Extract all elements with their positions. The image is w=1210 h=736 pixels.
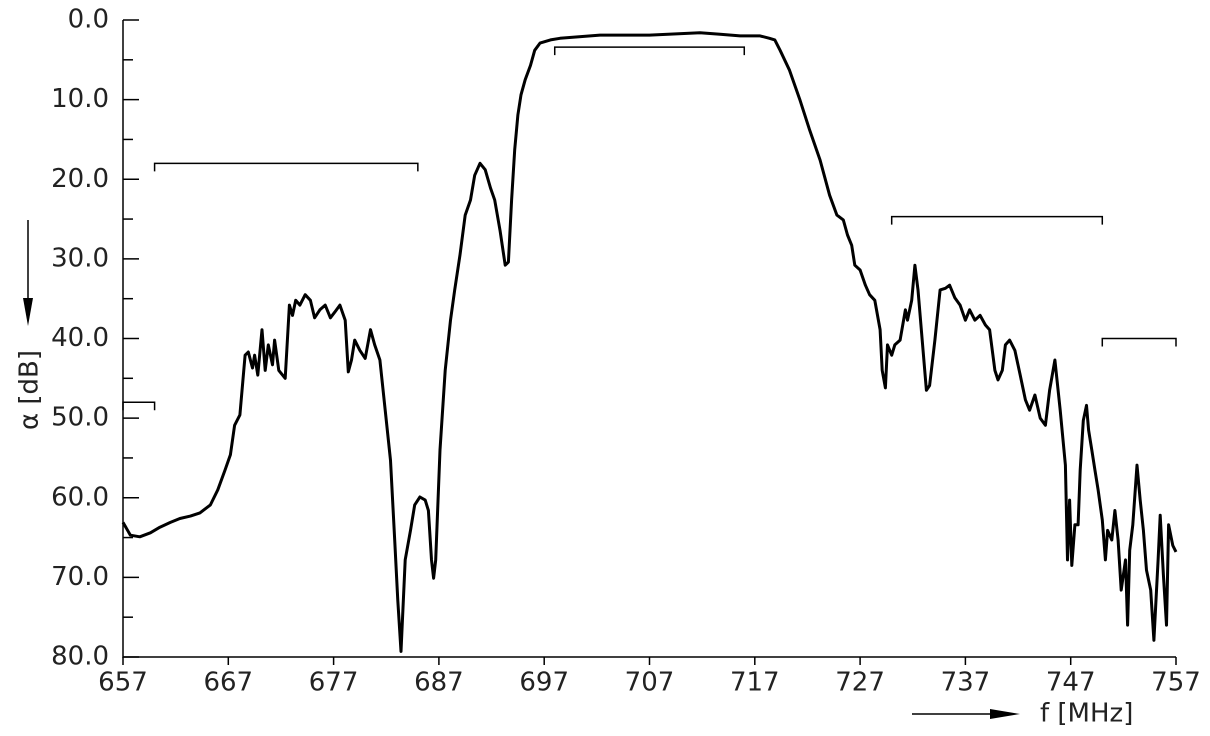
limit-line xyxy=(1101,337,1177,347)
x-axis-arrow xyxy=(912,709,1020,719)
x-tick-label: 707 xyxy=(625,668,675,698)
y-tick-label: 50.0 xyxy=(51,403,109,433)
x-tick-label: 677 xyxy=(309,668,359,698)
response-line xyxy=(121,31,1178,653)
y-tick-label: 60.0 xyxy=(51,482,109,512)
limit-line xyxy=(153,162,419,172)
x-tick-label: 667 xyxy=(203,668,253,698)
limit-line xyxy=(553,46,746,56)
x-tick-label: 747 xyxy=(1046,668,1096,698)
limit-line xyxy=(890,215,1104,225)
y-tick-label: 40.0 xyxy=(51,323,109,353)
y-tick-label: 0.0 xyxy=(68,5,109,35)
y-axis-label: α [dB] xyxy=(15,350,45,430)
axis-line xyxy=(122,20,1176,658)
y-axis-arrow xyxy=(23,220,33,326)
x-tick-label: 687 xyxy=(414,668,464,698)
x-tick-label: 727 xyxy=(835,668,885,698)
y-tick-label: 10.0 xyxy=(51,84,109,114)
x-tick-label: 717 xyxy=(730,668,780,698)
y-tick-label: 70.0 xyxy=(51,562,109,592)
x-tick-label: 737 xyxy=(941,668,991,698)
y-tick-label: 80.0 xyxy=(51,642,109,672)
y-tick-label: 30.0 xyxy=(51,243,109,273)
x-axis-label: f [MHz] xyxy=(1040,699,1133,729)
limit-line xyxy=(122,401,156,411)
x-tick-label: 657 xyxy=(98,668,148,698)
y-tick-label: 20.0 xyxy=(51,164,109,194)
x-tick-label: 697 xyxy=(519,668,569,698)
x-tick-label: 757 xyxy=(1151,668,1201,698)
